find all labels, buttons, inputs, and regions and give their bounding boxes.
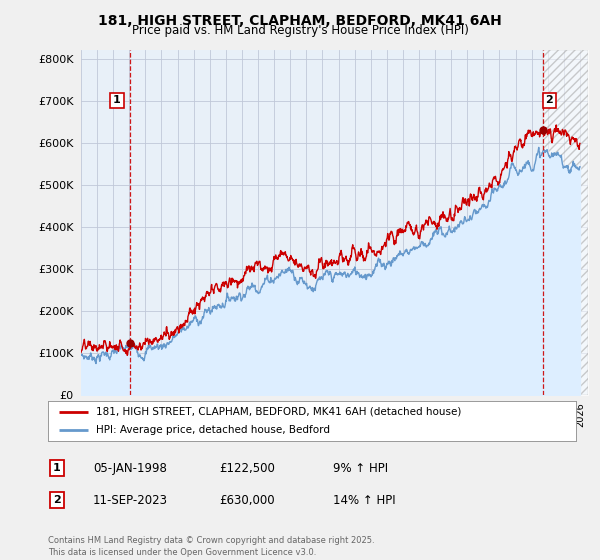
Text: 181, HIGH STREET, CLAPHAM, BEDFORD, MK41 6AH (detached house): 181, HIGH STREET, CLAPHAM, BEDFORD, MK41… (95, 407, 461, 417)
Text: £630,000: £630,000 (219, 493, 275, 507)
Text: 11-SEP-2023: 11-SEP-2023 (93, 493, 168, 507)
Text: 1: 1 (113, 95, 121, 105)
Text: 2: 2 (545, 95, 553, 105)
Text: 181, HIGH STREET, CLAPHAM, BEDFORD, MK41 6AH: 181, HIGH STREET, CLAPHAM, BEDFORD, MK41… (98, 14, 502, 28)
Text: 1: 1 (53, 463, 61, 473)
Text: Price paid vs. HM Land Registry's House Price Index (HPI): Price paid vs. HM Land Registry's House … (131, 24, 469, 37)
Text: 14% ↑ HPI: 14% ↑ HPI (333, 493, 395, 507)
Text: 9% ↑ HPI: 9% ↑ HPI (333, 461, 388, 475)
Text: HPI: Average price, detached house, Bedford: HPI: Average price, detached house, Bedf… (95, 426, 329, 435)
Text: 2: 2 (53, 495, 61, 505)
Text: 05-JAN-1998: 05-JAN-1998 (93, 461, 167, 475)
Text: £122,500: £122,500 (219, 461, 275, 475)
Text: Contains HM Land Registry data © Crown copyright and database right 2025.
This d: Contains HM Land Registry data © Crown c… (48, 536, 374, 557)
